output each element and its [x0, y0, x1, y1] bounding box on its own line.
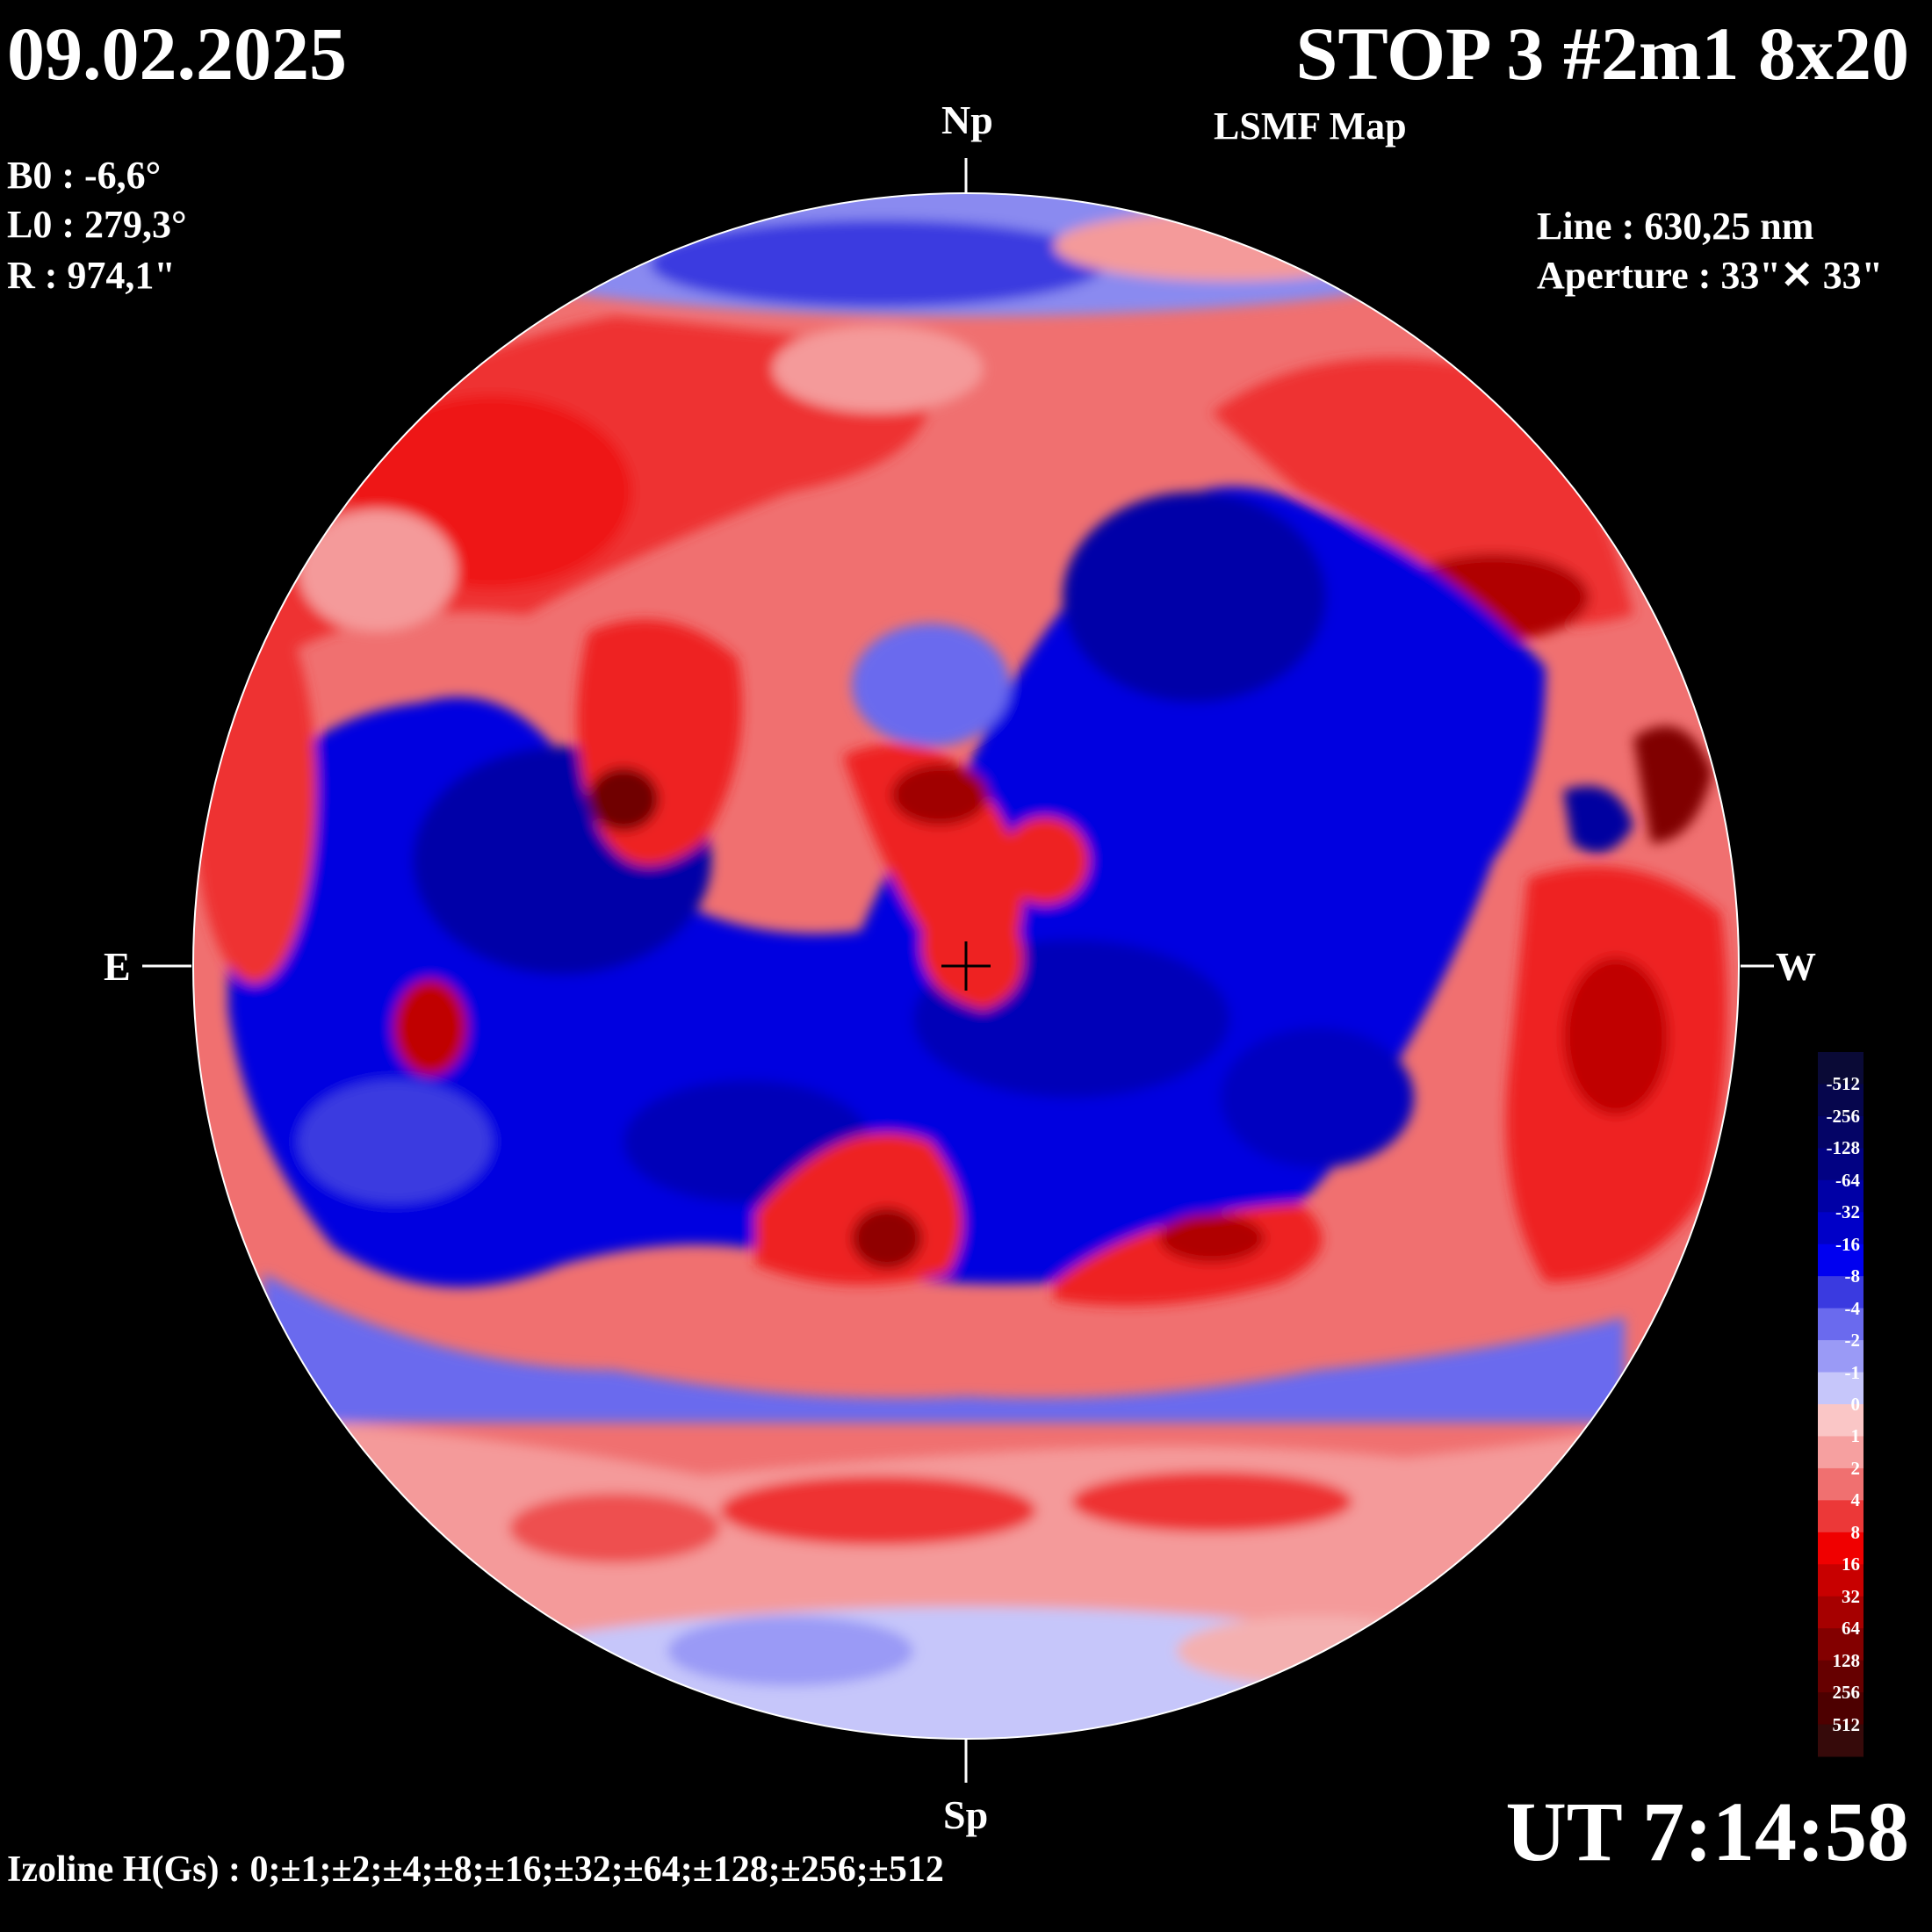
color-bar-swatch: [1818, 1596, 1864, 1629]
color-scale-label: 1: [1850, 1425, 1861, 1447]
south-pole-label: Sp: [943, 1792, 989, 1837]
aperture-size: Aperture : 33"✕ 33": [1537, 254, 1884, 297]
color-bar-swatch: [1818, 1564, 1864, 1597]
color-scale-label: 32: [1842, 1585, 1860, 1607]
map-subtitle: LSMF Map: [1214, 105, 1407, 148]
east-red-spot: [393, 979, 467, 1076]
color-scale-label: 16: [1842, 1554, 1860, 1575]
color-bar-swatch: [1818, 1532, 1864, 1565]
color-bar-swatch: [1818, 1148, 1864, 1181]
color-scale-label: -1: [1844, 1361, 1861, 1383]
map-title: STOP 3 #2m1 8x20: [1295, 11, 1909, 96]
observation-time: UT 7:14:58: [1505, 1784, 1909, 1878]
color-bar-swatch: [1818, 1340, 1864, 1373]
north-pole-label: Np: [941, 97, 993, 142]
color-scale-label: 64: [1842, 1618, 1860, 1640]
color-bar-swatch: [1818, 1084, 1864, 1117]
color-bar-swatch: [1818, 1212, 1864, 1245]
color-scale-label: -8: [1844, 1265, 1861, 1287]
magnetic-field-map: [193, 193, 1739, 1739]
color-scale-label: -16: [1835, 1233, 1860, 1255]
color-scale-label: 256: [1832, 1682, 1861, 1704]
color-scale-label: 4: [1850, 1489, 1861, 1511]
isoline-legend: Izoline H(Gs) : 0;±1;±2;±4;±8;±16;±32;±6…: [7, 1849, 944, 1890]
color-scale-label: -32: [1835, 1201, 1860, 1223]
color-bar-swatch: [1818, 1276, 1864, 1309]
color-scale-label: 128: [1832, 1649, 1861, 1671]
east-label: E: [104, 944, 131, 989]
color-scale-label: -2: [1844, 1330, 1861, 1352]
color-scale-label: 512: [1832, 1713, 1861, 1735]
observation-date: 09.02.2025: [7, 11, 347, 96]
color-bar-swatch: [1818, 1372, 1864, 1405]
param-b0: B0 : -6,6°: [7, 154, 162, 197]
color-scale-label: 8: [1850, 1521, 1861, 1543]
color-bar-swatch: [1818, 1628, 1864, 1662]
color-bar-swatch: [1818, 1115, 1864, 1149]
color-bar-swatch: [1818, 1436, 1864, 1469]
color-scale-label: -128: [1826, 1137, 1861, 1159]
disk-center-crosshair: [941, 941, 991, 991]
color-bar-swatch: [1818, 1308, 1864, 1341]
param-radius: R : 974,1": [7, 254, 176, 297]
color-scale-label: -64: [1835, 1169, 1860, 1191]
color-scale-label: 0: [1850, 1394, 1861, 1415]
color-bar-swatch: [1818, 1660, 1864, 1693]
color-bar-swatch: [1818, 1052, 1864, 1085]
color-scale-label: -4: [1844, 1297, 1861, 1319]
color-bar-swatch: [1818, 1179, 1864, 1213]
spectral-line: Line : 630,25 nm: [1537, 205, 1814, 248]
west-label: W: [1776, 944, 1816, 989]
color-bar-swatch: [1818, 1724, 1864, 1757]
color-scale-label: -512: [1826, 1073, 1861, 1095]
color-scale-label: 2: [1850, 1457, 1861, 1479]
color-bar-swatch: [1818, 1467, 1864, 1501]
color-bar-swatch: [1818, 1500, 1864, 1533]
color-scale-label: -256: [1826, 1105, 1861, 1127]
color-bar-swatch: [1818, 1692, 1864, 1726]
color-bar-swatch: [1818, 1244, 1864, 1277]
color-scale-bar: [1818, 1052, 1864, 1757]
param-l0: L0 : 279,3°: [7, 203, 187, 246]
color-bar-swatch: [1818, 1404, 1864, 1437]
